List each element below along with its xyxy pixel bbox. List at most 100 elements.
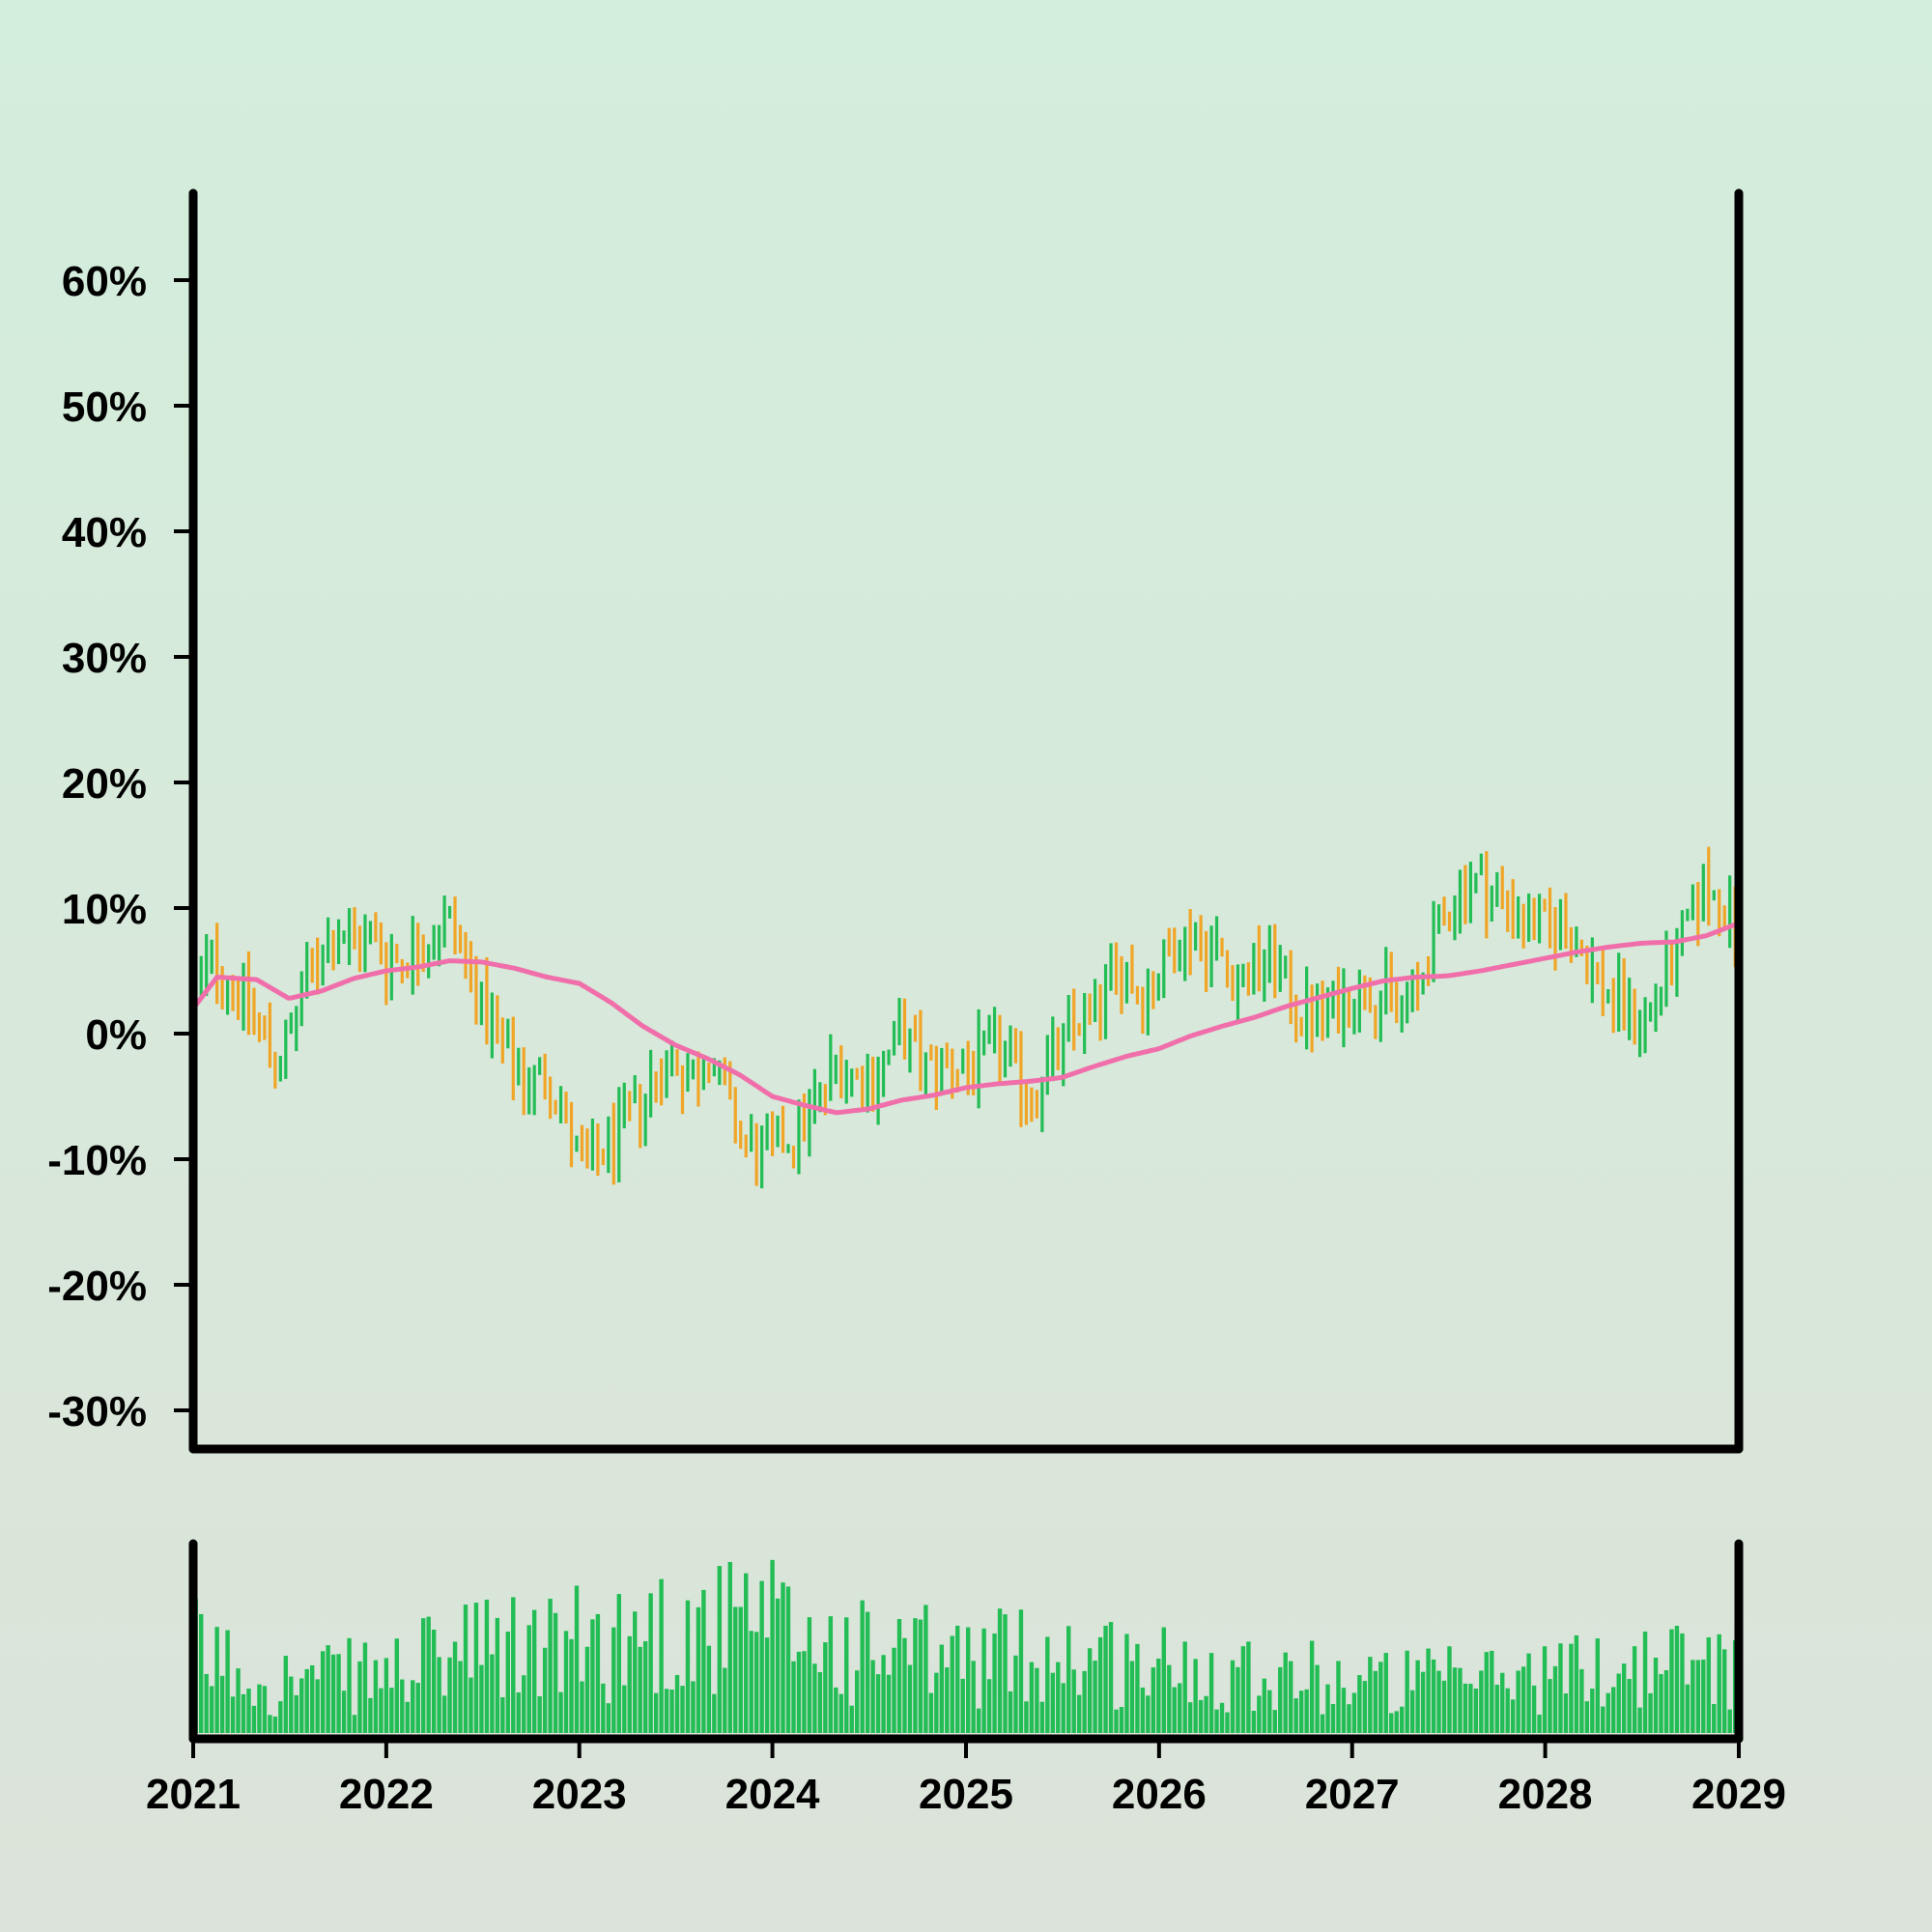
volume-bar — [246, 1689, 251, 1733]
volume-bar — [415, 1683, 420, 1733]
volume-bar — [1717, 1634, 1721, 1733]
volume-bar — [828, 1616, 834, 1733]
x-tick-label: 2026 — [1112, 1771, 1207, 1818]
volume-bar — [1584, 1701, 1590, 1733]
volume-bar — [1605, 1692, 1610, 1733]
volume-bar — [389, 1688, 394, 1733]
volume-bar — [1272, 1710, 1277, 1733]
volume-bar — [723, 1667, 727, 1733]
volume-bar — [1505, 1688, 1510, 1733]
y-axis: -30% -20% -10% 0% 10% 20% 30% 40% 50% 60% — [47, 258, 190, 1435]
volume-bar — [1500, 1672, 1505, 1733]
volume-bar — [1119, 1707, 1124, 1733]
volume-bar — [875, 1674, 881, 1733]
volume-bar — [896, 1619, 902, 1733]
volume-bar — [691, 1681, 696, 1733]
volume-bar — [997, 1608, 1003, 1733]
volume-bar — [400, 1679, 405, 1733]
volume-bar — [960, 1678, 965, 1733]
volume-bar — [204, 1673, 209, 1733]
moving-average-line — [191, 921, 1739, 1116]
volume-bar — [1490, 1650, 1494, 1733]
volume-bar — [310, 1664, 315, 1733]
volume-bar — [1494, 1684, 1499, 1733]
volume-bar — [1468, 1684, 1473, 1733]
volume-bar — [1611, 1687, 1616, 1733]
volume-bar — [283, 1656, 289, 1733]
volume-bar — [1018, 1609, 1024, 1733]
volume-bar — [738, 1606, 743, 1733]
volume-bar — [241, 1693, 246, 1733]
volume-bar — [405, 1701, 410, 1733]
volume-bar — [928, 1692, 934, 1733]
volume-bar — [1003, 1614, 1008, 1733]
volume-bar — [1632, 1646, 1637, 1733]
volume-bar — [674, 1674, 680, 1733]
volume-bar — [965, 1627, 971, 1733]
volume-bar — [601, 1683, 606, 1733]
volume-bar — [268, 1715, 272, 1733]
volume-bar — [1114, 1709, 1119, 1733]
y-tick-label: -20% — [47, 1263, 147, 1310]
volume-bar — [1347, 1704, 1351, 1733]
volume-bar — [1399, 1706, 1405, 1733]
volume-bar — [437, 1657, 441, 1733]
volume-bar — [838, 1693, 843, 1733]
volume-bar — [1663, 1669, 1669, 1733]
volume-bar — [1510, 1699, 1516, 1733]
volume-bar — [1061, 1683, 1065, 1733]
volume-bar — [934, 1672, 939, 1733]
volume-bar — [1569, 1643, 1574, 1733]
volume-bar — [278, 1701, 283, 1733]
volume-bar — [1219, 1702, 1225, 1733]
volume-bar — [1389, 1713, 1394, 1733]
volume-bar — [574, 1585, 580, 1733]
volume-bar — [886, 1674, 892, 1733]
volume-bar — [452, 1641, 458, 1733]
volume-bar — [320, 1651, 326, 1733]
x-tick-label: 2028 — [1498, 1771, 1593, 1818]
volume-bar — [791, 1661, 796, 1733]
volume-bar — [844, 1617, 849, 1733]
volume-bar — [823, 1642, 828, 1733]
volume-bar — [1082, 1670, 1087, 1733]
y-tick-label: 30% — [62, 635, 147, 682]
volume-bar — [817, 1671, 823, 1733]
volume-bar — [490, 1654, 495, 1733]
volume-bar — [1146, 1695, 1151, 1733]
volume-bar — [352, 1715, 357, 1733]
volume-bar — [1452, 1667, 1458, 1733]
volume-bar — [584, 1646, 590, 1733]
volume-bar — [1178, 1683, 1182, 1733]
volume-bar — [1642, 1632, 1648, 1733]
volume-bar — [1225, 1712, 1230, 1733]
volume-bar — [447, 1657, 452, 1733]
volume-bar — [1214, 1709, 1219, 1733]
volume-bar — [1103, 1625, 1108, 1733]
volume-bar — [1595, 1638, 1600, 1733]
volume-bar — [225, 1630, 230, 1733]
volume-bar — [753, 1632, 759, 1733]
volume-bar — [1558, 1643, 1563, 1733]
volume-bar — [1516, 1670, 1520, 1733]
volume-bar — [907, 1664, 913, 1733]
volume-bar — [611, 1627, 616, 1733]
volume-bar — [1520, 1666, 1526, 1733]
volume-bar — [701, 1589, 706, 1733]
volume-bar — [1087, 1648, 1093, 1733]
volume-bar — [642, 1640, 648, 1733]
volume-bar — [1076, 1694, 1082, 1733]
volume-bar — [1257, 1695, 1262, 1733]
volume-bar — [870, 1660, 875, 1733]
volume-bar — [341, 1690, 347, 1733]
volume-bar — [384, 1658, 389, 1733]
volume-bar — [902, 1637, 907, 1733]
volume-bar — [511, 1597, 516, 1733]
volume-bar — [426, 1616, 431, 1733]
x-tick-label: 2022 — [339, 1771, 434, 1818]
volume-bar — [1236, 1666, 1240, 1733]
volume-bar — [764, 1637, 770, 1733]
volume-bar — [368, 1697, 373, 1733]
volume-bar — [1056, 1662, 1061, 1733]
volume-bar — [357, 1661, 362, 1733]
